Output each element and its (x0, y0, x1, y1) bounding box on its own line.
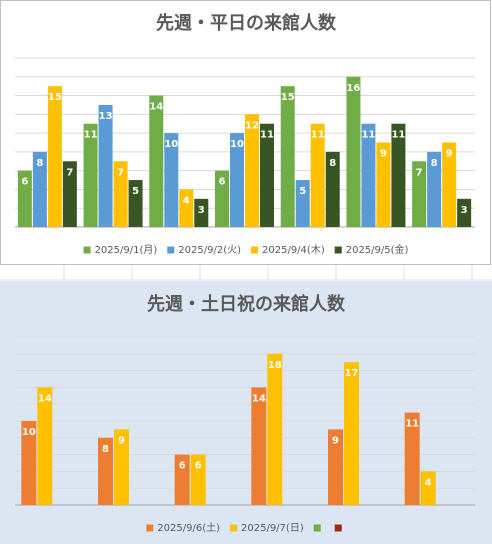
data-label: 11 (260, 130, 274, 141)
chart-title: 先週・土日祝の来館人数 (147, 293, 346, 315)
bar (361, 123, 376, 227)
bar (245, 114, 259, 227)
bar (37, 387, 53, 505)
bar (179, 189, 194, 227)
legend-label: 2025/9/6(土) (157, 521, 220, 534)
bar (328, 429, 343, 505)
bar (251, 387, 267, 505)
bar (164, 133, 179, 227)
data-label: 9 (332, 435, 339, 446)
bar (344, 362, 359, 505)
bar (21, 421, 37, 505)
bar (404, 412, 420, 505)
bar (174, 454, 190, 505)
legend-label: 2025/9/7(日) (241, 523, 304, 534)
data-label: 6 (219, 177, 226, 188)
legend-label: 2025/9/4(木) (262, 244, 325, 256)
bar (457, 198, 472, 227)
data-label: 10 (164, 139, 178, 150)
legend-marker (313, 524, 321, 532)
data-label: 11 (405, 419, 419, 430)
data-label: 15 (48, 92, 62, 103)
data-label: 18 (268, 360, 282, 371)
chart-title: 先週・平日の来館人数 (156, 12, 337, 34)
data-label: 12 (245, 120, 259, 131)
bar (149, 95, 164, 227)
data-label: 7 (117, 167, 124, 178)
data-label: 3 (198, 205, 205, 216)
bar (391, 123, 406, 227)
legend-label: 2025/9/1(月) (95, 244, 158, 256)
bar (32, 151, 47, 227)
bar (420, 471, 436, 505)
bar (412, 161, 427, 227)
data-label: 16 (346, 83, 360, 94)
data-label: 8 (431, 158, 438, 169)
data-label: 11 (391, 130, 405, 141)
data-label: 11 (311, 130, 325, 141)
bar (260, 123, 274, 227)
data-label: 11 (361, 130, 375, 141)
bar (442, 142, 457, 227)
bar (62, 161, 77, 227)
sheet-cells (0, 265, 492, 281)
legend-marker (251, 246, 258, 254)
bar (98, 437, 113, 505)
bar (113, 161, 128, 227)
bar (310, 123, 325, 227)
data-label: 9 (118, 435, 125, 446)
data-label: 6 (179, 461, 186, 472)
bar (190, 454, 206, 505)
bar (194, 198, 209, 227)
bar (267, 353, 283, 505)
data-label: 6 (21, 177, 28, 188)
data-label: 9 (446, 149, 453, 160)
data-label: 10 (22, 427, 36, 438)
legend-marker (167, 246, 175, 254)
bar (230, 133, 244, 227)
bar (376, 142, 391, 227)
data-label: 5 (132, 186, 139, 197)
legend-marker (146, 524, 154, 532)
legend-marker (230, 524, 237, 532)
legend-label: 2025/9/2(火) (178, 244, 241, 256)
bar (280, 86, 295, 228)
bar (295, 180, 310, 227)
bar (83, 123, 98, 227)
bar (114, 429, 129, 505)
data-label: 10 (230, 139, 244, 150)
legend-label: 2025/9/5(金) (346, 243, 409, 256)
data-label: 8 (329, 158, 336, 169)
legend-marker (334, 246, 342, 254)
bar (128, 180, 143, 227)
data-label: 14 (149, 102, 163, 113)
bar (215, 170, 229, 227)
bar (98, 104, 113, 227)
data-label: 7 (66, 167, 73, 178)
data-label: 6 (195, 461, 202, 472)
data-label: 7 (416, 167, 423, 178)
data-label: 11 (84, 130, 98, 141)
bar (325, 151, 340, 227)
bar (17, 170, 32, 227)
data-label: 14 (252, 393, 266, 404)
legend-marker (334, 524, 342, 532)
data-label: 3 (461, 205, 468, 216)
bar (427, 151, 442, 227)
data-label: 5 (299, 186, 306, 197)
data-label: 8 (102, 444, 109, 455)
bar (47, 86, 62, 228)
legend-marker (83, 246, 91, 254)
data-label: 4 (183, 195, 190, 206)
bar (346, 76, 361, 228)
data-label: 17 (345, 368, 359, 379)
data-label: 8 (36, 158, 43, 169)
data-label: 4 (425, 477, 432, 488)
data-label: 13 (99, 111, 113, 122)
data-label: 14 (38, 393, 52, 404)
data-label: 15 (281, 92, 295, 103)
data-label: 9 (380, 149, 387, 160)
